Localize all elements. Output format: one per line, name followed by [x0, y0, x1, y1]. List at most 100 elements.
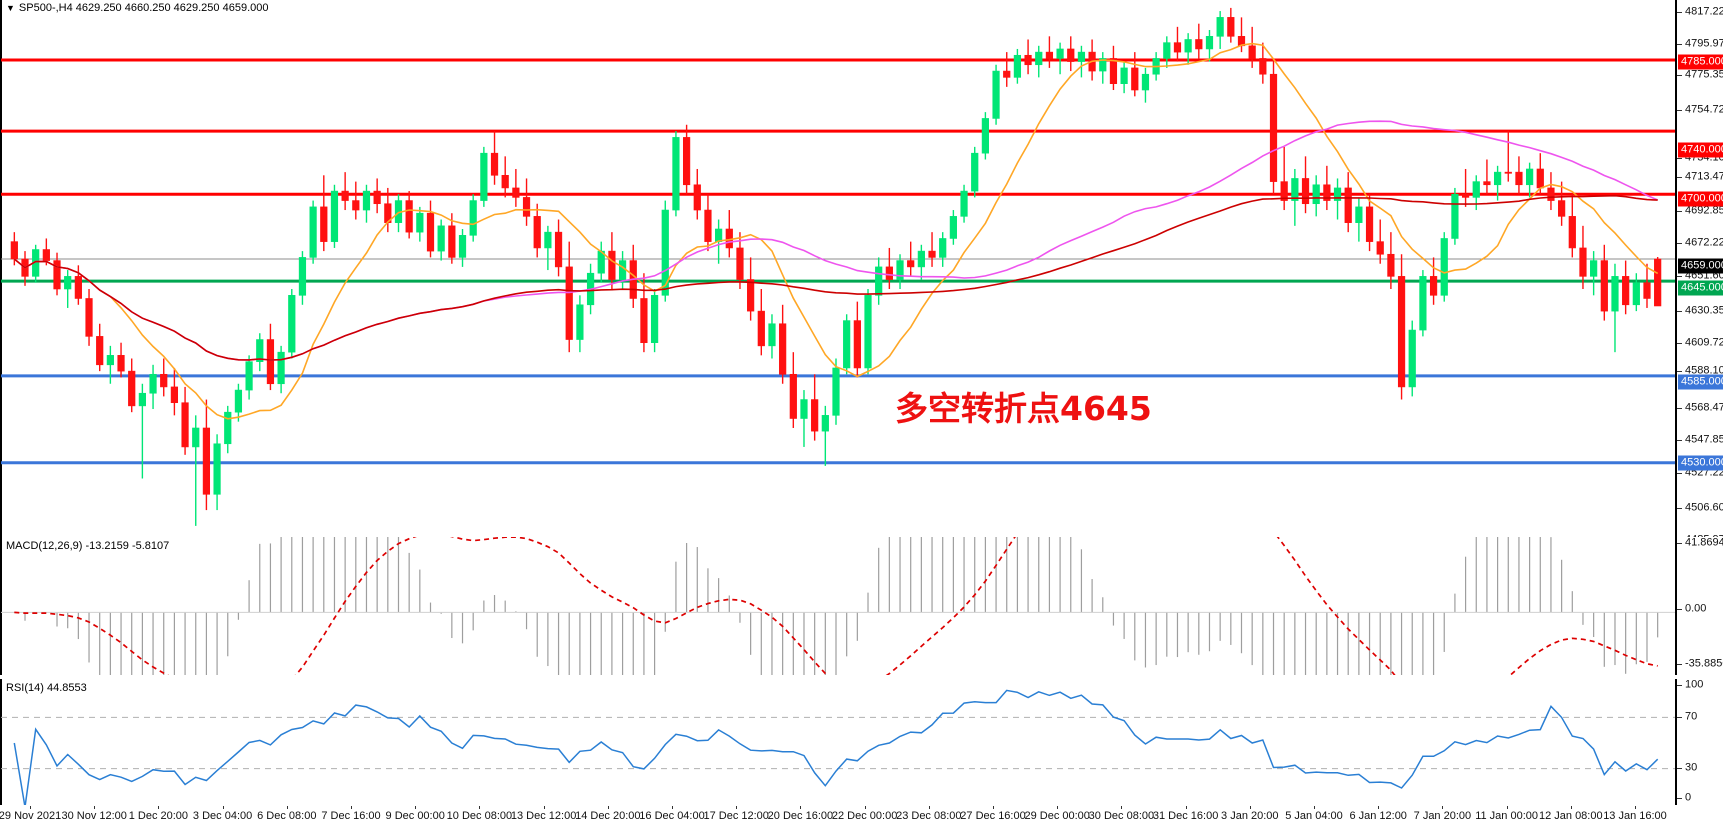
candle-body[interactable] [725, 228, 733, 249]
candle-body[interactable] [405, 200, 413, 233]
candle-body[interactable] [1483, 181, 1491, 186]
price-axis[interactable]: 4817.225 4795.975 4775.350 4754.725 4734.100… [1675, 0, 1723, 547]
candle-body[interactable] [1579, 247, 1587, 277]
candle-body[interactable] [811, 399, 819, 432]
candle-body[interactable] [981, 118, 990, 154]
candle-body[interactable] [96, 336, 104, 366]
candle-body[interactable] [330, 190, 339, 242]
candle-body[interactable] [1323, 184, 1331, 201]
candle-body[interactable] [10, 241, 18, 260]
candle-body[interactable] [202, 427, 211, 495]
candle-body[interactable] [490, 152, 499, 176]
candle-body[interactable] [544, 231, 552, 249]
candle-body[interactable] [213, 443, 221, 495]
candle-body[interactable] [181, 402, 189, 448]
candle-body[interactable] [1654, 258, 1662, 307]
price-plot-area[interactable] [1, 0, 1675, 547]
candle-body[interactable] [1387, 253, 1395, 277]
candle-body[interactable] [149, 373, 157, 394]
candle-body[interactable] [426, 212, 435, 252]
candle-body[interactable] [74, 276, 82, 299]
candle-body[interactable] [1526, 168, 1534, 186]
candle-body[interactable] [1077, 51, 1086, 62]
candle-body[interactable] [1622, 276, 1630, 306]
candle-body[interactable] [640, 298, 648, 343]
candle-body[interactable] [1205, 36, 1214, 50]
candle-body[interactable] [1195, 39, 1203, 50]
price-level-badge[interactable]: 4785.000 [1678, 54, 1723, 70]
candle-body[interactable] [522, 197, 531, 217]
candle-body[interactable] [1035, 51, 1043, 66]
candle-body[interactable] [1024, 54, 1032, 66]
candle-body[interactable] [1611, 276, 1619, 312]
candle-body[interactable] [298, 257, 307, 296]
price-level-badge[interactable]: 4659.000 [1678, 258, 1723, 274]
candle-body[interactable] [832, 367, 840, 416]
candle-body[interactable] [42, 249, 50, 261]
candle-body[interactable] [1312, 184, 1320, 205]
price-level-badge[interactable]: 4740.000 [1678, 142, 1723, 158]
candle-body[interactable] [234, 389, 243, 413]
candle-body[interactable] [1003, 70, 1011, 78]
candle-body[interactable] [779, 323, 787, 375]
candle-body[interactable] [1451, 193, 1459, 239]
candle-body[interactable] [416, 212, 424, 233]
candle-body[interactable] [1216, 17, 1224, 37]
candle-body[interactable] [971, 152, 979, 192]
candle-body[interactable] [853, 320, 861, 369]
candle-body[interactable] [1472, 181, 1480, 198]
candle-body[interactable] [170, 386, 179, 404]
candle-body[interactable] [1547, 187, 1555, 201]
candle-body[interactable] [245, 361, 253, 391]
candle-body[interactable] [1408, 329, 1416, 388]
candle-body[interactable] [864, 295, 872, 369]
candle-body[interactable] [224, 411, 232, 445]
candle-body[interactable] [1163, 42, 1171, 59]
candle-body[interactable] [1280, 181, 1288, 201]
candle-body[interactable] [117, 355, 125, 372]
candle-body[interactable] [682, 137, 691, 186]
candle-body[interactable] [501, 174, 509, 189]
candle-body[interactable] [1355, 206, 1363, 223]
candle-body[interactable] [85, 298, 93, 337]
candle-body[interactable] [458, 235, 467, 258]
candle-body[interactable] [757, 310, 765, 347]
candle-body[interactable] [618, 260, 627, 280]
candle-body[interactable] [1259, 58, 1267, 75]
candle-body[interactable] [1109, 58, 1118, 85]
candle-body[interactable] [747, 279, 755, 312]
price-level-badge[interactable]: 4645.000 [1678, 280, 1723, 296]
rsi-plot-area[interactable] [1, 679, 1675, 805]
candle-body[interactable] [1045, 51, 1054, 59]
candle-body[interactable] [1099, 58, 1107, 72]
candle-body[interactable] [288, 295, 296, 353]
candle-body[interactable] [1536, 168, 1544, 189]
candle-body[interactable] [1301, 178, 1310, 205]
candle-body[interactable] [789, 373, 797, 419]
candle-body[interactable] [53, 260, 61, 290]
candle-body[interactable] [875, 266, 883, 296]
triangle-down-icon[interactable]: ▼ [6, 3, 15, 13]
candle-body[interactable] [736, 247, 744, 280]
candle-body[interactable] [1013, 54, 1022, 78]
candle-body[interactable] [437, 225, 445, 252]
candle-body[interactable] [896, 260, 904, 280]
price-level-badge[interactable]: 4700.000 [1678, 191, 1723, 207]
candle-body[interactable] [480, 152, 488, 201]
candle-body[interactable] [320, 206, 328, 242]
candle-body[interactable] [885, 266, 893, 280]
candle-body[interactable] [277, 351, 285, 385]
candle-body[interactable] [1269, 73, 1278, 182]
candle-body[interactable] [576, 304, 584, 340]
candle-body[interactable] [266, 339, 275, 385]
candle-body[interactable] [1184, 39, 1192, 53]
candle-body[interactable] [1131, 67, 1139, 91]
candle-body[interactable] [715, 228, 723, 242]
candle-body[interactable] [1173, 42, 1182, 53]
candle-body[interactable] [1429, 276, 1438, 296]
macd-plot-area[interactable] [1, 537, 1675, 675]
candle-body[interactable] [1632, 282, 1640, 306]
candle-body[interactable] [469, 200, 477, 236]
candle-body[interactable] [1600, 260, 1608, 312]
candle-body[interactable] [565, 266, 573, 340]
